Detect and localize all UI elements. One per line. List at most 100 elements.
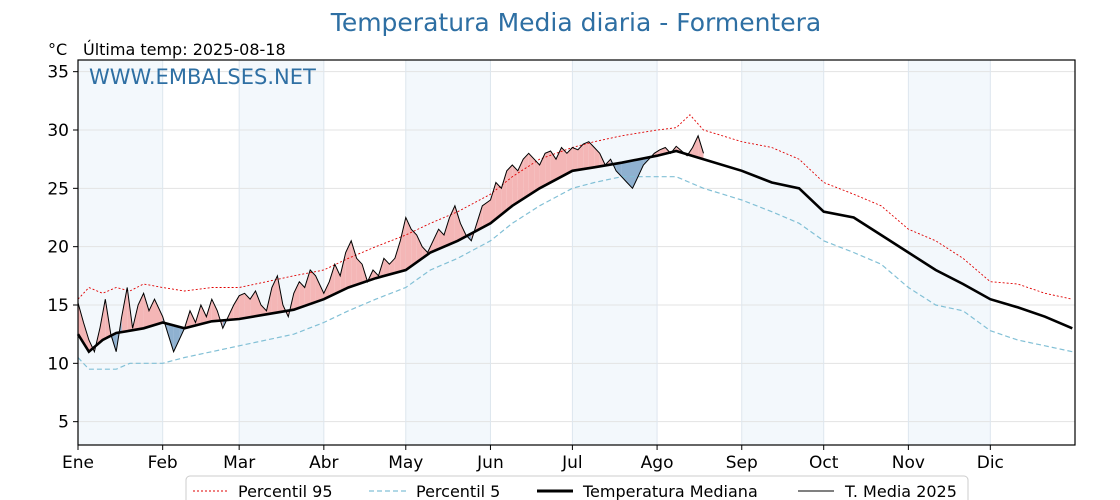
anomaly-fill-warm [394,240,401,273]
x-tick-label: Mar [223,453,255,473]
unit-label: °C [48,40,67,59]
anomaly-fill-warm [433,229,439,252]
anomaly-fill-warm [444,217,450,247]
anomaly-fill-warm [545,151,551,186]
x-tick-label: Ago [641,453,674,473]
anomaly-fill-warm [200,305,207,325]
y-tick-label: 10 [47,354,69,374]
anomaly-fill-warm [454,205,461,242]
month-shade-band [741,60,824,445]
anomaly-fill-cold [632,159,638,189]
anomaly-fill-warm [383,258,390,276]
anomaly-fill-warm [211,299,218,322]
anomaly-fill-warm [550,151,556,183]
y-tick-label: 30 [47,121,69,141]
anomaly-fill-warm [523,153,529,199]
x-tick-label: Abr [309,453,338,473]
anomaly-fill-warm [334,264,341,294]
anomaly-fill-warm [239,293,245,319]
series-lines-layer [76,114,1073,370]
legend-label-median: Temperatura Mediana [582,482,758,500]
legend-label-p5: Percentil 5 [416,482,500,500]
anomaly-fill-warm [572,147,578,171]
legend-label-2025: T. Media 2025 [844,482,957,500]
y-tick-label: 35 [47,63,69,83]
anomaly-fill-warm [99,299,106,343]
anomaly-fill-warm [528,153,535,196]
anomaly-fill-warm [556,147,562,180]
x-tick-label: Jun [476,453,504,473]
anomaly-fill-warm [517,159,524,203]
anomaly-fill-warm [351,240,357,287]
anomaly-fill-layer [78,135,704,352]
month-shade-band [908,60,991,445]
series-line-p95 [77,114,1073,300]
last-temp-label: Última temp: 2025-08-18 [83,40,286,59]
anomaly-fill-warm [577,144,584,170]
series-line-median [76,149,1073,354]
anomaly-fill-warm [356,258,363,285]
anomaly-fill-cold [173,325,180,352]
x-tick-label: Dic [977,453,1004,473]
x-tick-label: Ene [62,453,94,473]
anomaly-fill-warm [692,135,699,158]
anomaly-fill-warm [405,217,412,270]
watermark-text: WWW.EMBALSES.NET [89,65,316,89]
month-shading-layer [78,60,991,445]
anomaly-fill-warm [561,147,567,177]
anomaly-fill-warm [476,205,483,231]
anomaly-fill-warm [154,299,163,325]
anomaly-fill-warm [490,182,496,224]
plot-frame [77,59,1076,446]
anomaly-fill-warm [416,235,423,263]
anomaly-fill-warm [422,246,428,259]
x-tick-label: May [388,453,423,473]
anomaly-fill-warm [149,299,155,327]
legend-box [185,475,969,500]
anomaly-fill-warm [121,287,128,333]
anomaly-fill-cold [168,324,174,352]
anomaly-fill-warm [261,305,267,316]
chart-title: Temperatura Media diaria - Formentera [330,8,821,37]
axis-layer: 5 10 15 20 25 30 35 Ene Feb Mar Abr May Jun Jul Ago Sep… [47,63,1004,473]
anomaly-fill-warm [506,165,513,211]
anomaly-fill-warm [482,200,491,228]
anomaly-fill-warm [534,159,540,192]
anomaly-fill-warm [539,153,546,189]
anomaly-fill-warm [329,264,335,297]
anomaly-fill-warm [512,165,518,206]
anomaly-fill-warm [583,141,589,170]
anomaly-fill-warm [255,291,261,317]
anomaly-fill-warm [233,295,240,320]
month-shade-band [239,60,324,445]
x-tick-label: Nov [892,453,925,473]
x-tick-label: Sep [726,453,758,473]
anomaly-fill-cold [638,158,644,177]
anomaly-fill-warm [304,270,311,306]
anomaly-fill-warm [411,229,417,267]
anomaly-fill-warm [244,293,251,319]
x-tick-label: Oct [809,453,839,473]
series-line-2025 [77,134,704,354]
anomaly-fill-warm [588,141,595,169]
anomaly-fill-warm [323,281,330,300]
series-line-p5 [77,176,1073,370]
y-tick-label: 25 [47,179,69,199]
anomaly-fill-cold [627,160,633,189]
anomaly-fill-warm [315,275,324,302]
anomaly-fill-warm [293,281,300,310]
anomaly-fill-warm [389,258,395,275]
anomaly-fill-warm [345,240,352,289]
anomaly-fill-warm [78,302,84,343]
anomaly-fill-warm [566,147,573,174]
anomaly-fill-warm [400,217,406,272]
month-shade-band [572,60,658,445]
y-tick-label: 5 [58,413,69,433]
anomaly-fill-warm [340,252,346,292]
x-tick-label: Feb [148,453,178,473]
month-shade-band [78,60,163,445]
anomaly-fill-warm [501,170,507,215]
anomaly-fill-cold [616,162,622,177]
y-tick-label: 15 [47,296,69,316]
x-tick-label: Jul [561,453,583,473]
